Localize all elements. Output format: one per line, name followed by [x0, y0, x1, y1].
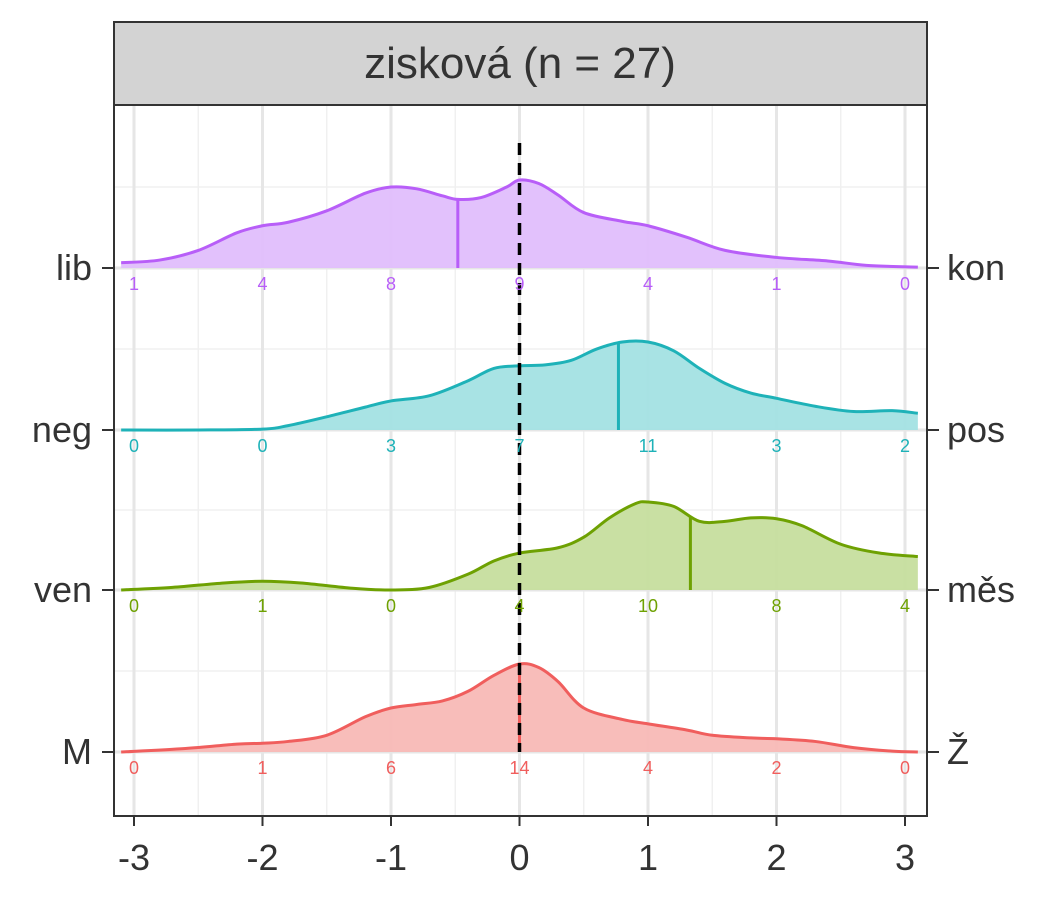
x-tick-label: 0: [509, 837, 529, 878]
x-tick-label: -3: [118, 837, 150, 878]
count-label: 7: [514, 436, 524, 456]
count-label: 8: [771, 596, 781, 616]
count-label: 2: [771, 758, 781, 778]
y-axis-left: lib neg ven M: [32, 247, 114, 772]
density-area: [121, 501, 918, 591]
count-label: 0: [900, 758, 910, 778]
y-axis-right: kon pos měs Ž: [927, 247, 1015, 772]
facet-strip: [113, 21, 928, 106]
y-label-left: neg: [32, 409, 92, 450]
count-label: 4: [257, 274, 267, 294]
x-tick-label: -1: [375, 837, 407, 878]
count-label: 0: [129, 758, 139, 778]
density-line: [121, 662, 918, 754]
count-label: 0: [129, 436, 139, 456]
count-labels: 1 4 8 9 4 1 00 0 3 7 11 3 20 1 0 4 10 8 40 1 6 14 4 2 0: [129, 274, 910, 778]
count-label: 8: [386, 274, 396, 294]
count-label: 1: [129, 274, 139, 294]
x-tick-label: 1: [638, 837, 658, 878]
y-label-left: lib: [56, 247, 92, 288]
count-label: 0: [900, 274, 910, 294]
count-label: 4: [643, 758, 653, 778]
count-label: 11: [639, 436, 658, 456]
x-tick-label: -2: [246, 837, 278, 878]
count-label: 0: [257, 436, 267, 456]
count-label: 3: [771, 436, 781, 456]
count-label: 4: [514, 596, 524, 616]
chart-title: zisková (n = 27): [364, 39, 676, 88]
count-label: 6: [386, 758, 396, 778]
y-label-right: kon: [947, 247, 1005, 288]
count-label: 0: [386, 596, 396, 616]
count-label: 3: [386, 436, 396, 456]
y-label-right: Ž: [947, 731, 969, 772]
y-label-left: M: [62, 731, 92, 772]
density-line: [121, 339, 919, 432]
count-label: 14: [509, 758, 529, 778]
count-label: 2: [900, 436, 910, 456]
count-label: 10: [638, 596, 658, 616]
x-tick-label: 2: [766, 837, 786, 878]
ridge-ven: [121, 500, 918, 592]
x-tick-label: 3: [895, 837, 915, 878]
y-label-right: pos: [947, 409, 1005, 450]
count-label: 1: [771, 274, 781, 294]
y-label-right: měs: [947, 569, 1015, 610]
count-label: 1: [257, 596, 267, 616]
density-line: [121, 500, 918, 592]
y-label-left: ven: [34, 569, 92, 610]
x-axis: -3 -2 -1 0 1 2 3: [118, 816, 915, 878]
count-label: 4: [900, 596, 910, 616]
count-label: 0: [129, 596, 139, 616]
count-label: 9: [514, 274, 524, 294]
count-label: 1: [257, 758, 267, 778]
density-line: [121, 178, 918, 269]
count-label: 4: [643, 274, 653, 294]
